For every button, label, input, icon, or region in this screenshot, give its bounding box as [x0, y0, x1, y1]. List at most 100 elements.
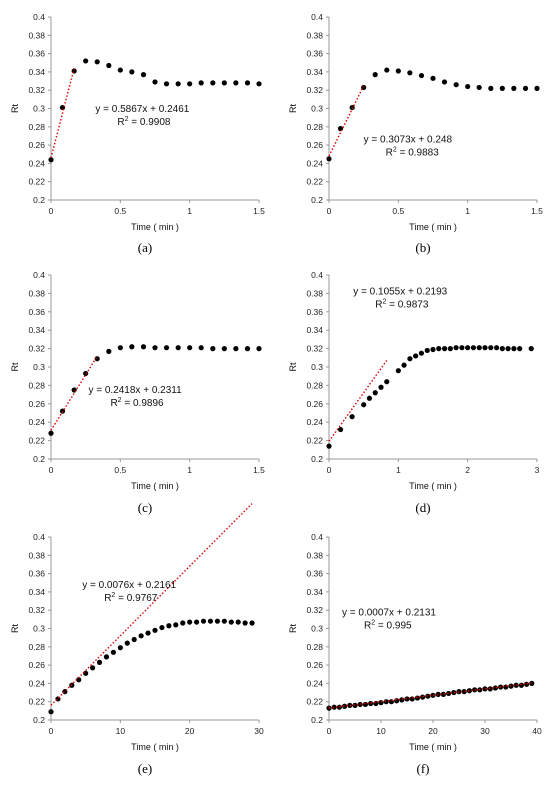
chart-6-data-point	[342, 703, 348, 709]
chart-3-y-tick-label: 0.4	[33, 270, 45, 280]
chart-2-data-point	[418, 72, 425, 79]
chart-5-equation: y = 0.0076x + 0.2161	[82, 580, 176, 591]
chart-3-data-point	[129, 344, 135, 350]
chart-5-data-point	[207, 618, 214, 624]
chart-6-data-point	[383, 699, 389, 705]
chart-5-data-point	[214, 618, 220, 624]
chart-2-data-point	[453, 82, 459, 88]
chart-2-y-axis-label: Rt	[288, 104, 298, 113]
chart-4-data-point	[447, 346, 453, 352]
chart-4-data-point	[366, 395, 373, 401]
chart-3-data-point	[221, 346, 227, 352]
chart-2-data-point	[441, 79, 448, 85]
chart-1-trendline	[50, 67, 75, 158]
chart-6-data-point	[347, 702, 353, 708]
chart-5-y-tick-label: 0.3	[33, 624, 45, 634]
chart-6-y-tick-label: 0.38	[306, 550, 323, 560]
chart-2-r-squared: R2 = 0.9883	[386, 146, 440, 158]
chart-2-x-tick-label: 1.5	[531, 206, 543, 216]
chart-6-r-squared: R2 = 0.995	[364, 620, 412, 632]
chart-2-y-tick-label: 0.22	[306, 177, 323, 187]
chart-6-y-tick-label: 0.3	[311, 624, 323, 634]
chart-1-data-point	[48, 157, 54, 163]
chart-3-y-tick-label: 0.34	[28, 325, 45, 335]
chart-3-y-tick-label: 0.38	[28, 288, 45, 298]
chart-2-y-tick-label: 0.2	[311, 195, 323, 205]
chart-4-data-point	[517, 346, 523, 352]
chart-5-x-tick-label: 30	[254, 726, 264, 736]
chart-6-data-point	[425, 693, 431, 699]
chart-4-data-point	[511, 346, 517, 352]
chart-4-data-point	[465, 345, 471, 351]
chart-1-y-tick-label: 0.36	[28, 49, 45, 59]
chart-5-data-point	[194, 619, 200, 625]
chart-5-caption: (e)	[138, 761, 152, 776]
chart-2-y-tick-label: 0.38	[306, 30, 323, 40]
chart-3-data-point	[187, 345, 193, 351]
chart-3-equation: y = 0.2418x + 0.2311	[88, 385, 182, 396]
chart-4-data-point	[430, 346, 436, 353]
chart-4-data-point	[470, 345, 477, 351]
chart-5-data-point	[124, 640, 130, 646]
chart-5-x-tick-label: 20	[185, 726, 195, 736]
chart-6-data-point	[518, 682, 525, 688]
chart-5-y-tick-label: 0.32	[28, 605, 45, 615]
chart-1-y-tick-label: 0.38	[28, 30, 45, 40]
chart-6-data-point	[336, 704, 342, 710]
chart-2-data-point	[384, 67, 390, 73]
chart-3-y-tick-label: 0.36	[28, 307, 45, 317]
chart-5-data-point	[166, 623, 172, 629]
chart-3-y-tick-label: 0.24	[28, 417, 45, 427]
chart-6-data-point	[404, 696, 410, 702]
chart-3-data-point	[198, 345, 204, 351]
chart-6-y-tick-label: 0.24	[306, 678, 323, 688]
chart-3-data-point	[152, 345, 158, 351]
chart-5-data-point	[117, 645, 123, 651]
chart-3-data-point	[210, 346, 216, 352]
chart-6-y-tick-label: 0.26	[306, 660, 323, 670]
chart-6-x-axis-label: Time ( min )	[409, 742, 457, 752]
chart-4-data-point	[378, 384, 384, 390]
chart-4-data-point	[441, 346, 448, 352]
chart-4-trendline	[328, 359, 388, 442]
chart-6-y-tick-label: 0.4	[311, 532, 323, 542]
chart-4-y-tick-label: 0.32	[306, 344, 323, 354]
chart-5-data-point	[173, 622, 179, 628]
chart-6-equation: y = 0.0007x + 0.2131	[342, 608, 436, 619]
chart-6-data-point	[430, 692, 436, 698]
chart-5-data-point	[83, 670, 89, 676]
chart-6-data-point	[456, 689, 462, 695]
chart-3-data-point	[117, 345, 123, 351]
chart-2-data-point	[488, 85, 494, 91]
chart-3-x-tick-label: 1	[187, 465, 192, 475]
chart-3-y-tick-label: 0.28	[28, 380, 45, 390]
chart-4-data-point	[407, 356, 413, 362]
chart-4-r-squared: R2 = 0.9873	[375, 298, 429, 310]
chart-4-data-point	[401, 362, 407, 368]
chart-5-data-point	[159, 624, 165, 631]
chart-4-data-point	[418, 350, 425, 356]
chart-3-data-point	[106, 348, 112, 354]
chart-6-data-point	[482, 686, 488, 692]
chart-1-x-tick-label: 0.5	[114, 206, 126, 216]
chart-3-y-tick-label: 0.22	[28, 436, 45, 446]
chart-4-data-point	[505, 346, 511, 352]
chart-1-y-tick-label: 0.34	[28, 67, 45, 77]
chart-4-data-point	[493, 345, 500, 351]
chart-1-x-tick-label: 1.5	[253, 206, 265, 216]
chart-3-data-point	[175, 345, 181, 351]
chart-3-data-point	[163, 345, 170, 351]
chart-2-data-point	[326, 156, 332, 162]
chart-2-y-tick-label: 0.24	[306, 158, 323, 168]
chart-1-data-point	[94, 59, 100, 65]
chart-4-y-tick-label: 0.26	[306, 399, 323, 409]
chart-6-x-tick-label: 10	[376, 726, 386, 736]
chart-1-x-axis-label: Time ( min )	[131, 222, 179, 232]
chart-6-x-tick-label: 0	[327, 726, 332, 736]
chart-4-x-tick-label: 0	[327, 465, 332, 475]
chart-6-data-point	[451, 689, 457, 696]
chart-2-data-point	[522, 85, 529, 91]
chart-3-x-tick-label: 1.5	[253, 465, 265, 475]
chart-2-data-point	[511, 85, 517, 91]
chart-4-x-tick-label: 2	[465, 465, 470, 475]
